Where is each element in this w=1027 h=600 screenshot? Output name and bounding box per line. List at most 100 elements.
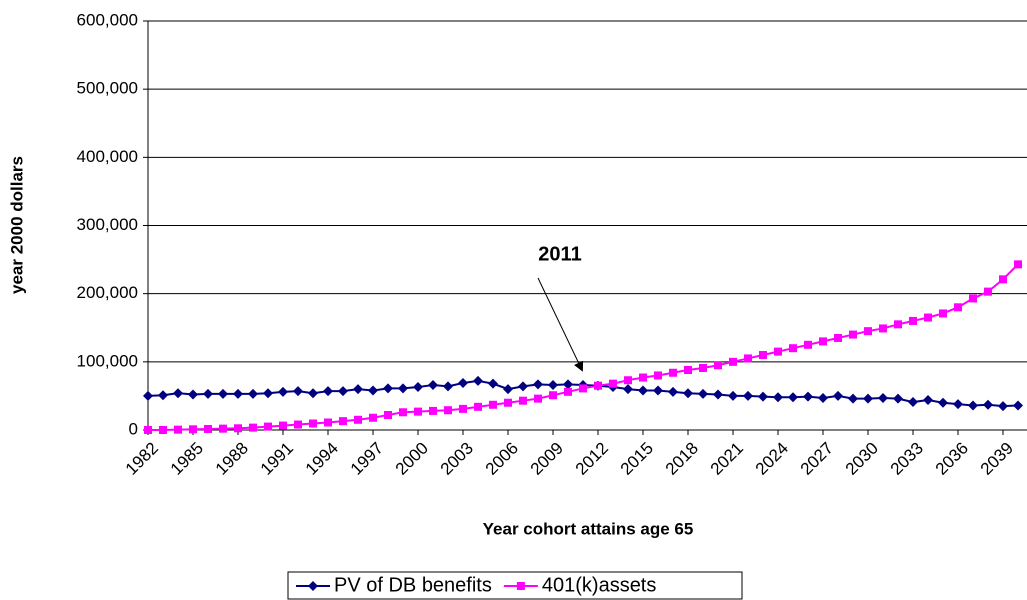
data-point	[774, 347, 782, 356]
data-point	[518, 381, 528, 392]
x-axis-label: Year cohort attains age 65	[483, 519, 694, 538]
data-point	[488, 378, 498, 389]
data-point	[729, 357, 737, 366]
data-point	[699, 363, 707, 372]
data-point	[908, 397, 918, 408]
legend-marker	[516, 582, 525, 590]
data-point	[384, 411, 392, 420]
data-point	[998, 401, 1008, 412]
data-point	[953, 399, 963, 410]
x-tick-label: 1988	[212, 439, 252, 479]
y-tick-label: 400,000	[77, 147, 138, 166]
data-point	[293, 386, 303, 397]
data-point	[188, 389, 198, 400]
data-point	[383, 383, 393, 394]
data-point	[428, 380, 438, 391]
data-point	[984, 287, 992, 296]
legend-label: PV of DB benefits	[334, 574, 492, 596]
data-point	[429, 406, 437, 415]
data-point	[714, 361, 722, 370]
data-point	[519, 396, 527, 405]
data-point	[338, 386, 348, 397]
data-point	[489, 400, 497, 409]
data-point	[458, 377, 468, 388]
data-point	[744, 354, 752, 363]
data-point	[144, 426, 152, 434]
data-point	[219, 424, 227, 433]
data-point	[758, 391, 768, 402]
y-tick-label: 300,000	[77, 215, 138, 234]
data-point	[983, 399, 993, 410]
data-point	[788, 392, 798, 403]
data-point	[278, 386, 288, 397]
data-point	[624, 376, 632, 385]
data-point	[773, 392, 783, 403]
data-point	[654, 371, 662, 380]
data-point	[159, 426, 167, 434]
x-tick-label: 2036	[932, 439, 972, 479]
data-point	[204, 424, 212, 433]
data-point	[234, 424, 242, 433]
data-point	[353, 384, 363, 395]
data-point	[143, 390, 153, 401]
data-point	[308, 388, 318, 399]
data-point	[503, 384, 513, 395]
x-tick-label: 2018	[662, 439, 702, 479]
data-point	[923, 395, 933, 406]
data-point	[669, 368, 677, 377]
data-point	[1014, 260, 1022, 269]
data-point	[804, 340, 812, 349]
y-tick-label: 0	[129, 419, 138, 438]
data-point	[459, 404, 467, 413]
data-point	[818, 392, 828, 403]
data-point	[878, 392, 888, 403]
data-point	[444, 406, 452, 415]
data-point	[954, 303, 962, 312]
data-point	[968, 400, 978, 411]
annotation: 2011	[538, 243, 581, 265]
data-point	[309, 419, 317, 428]
x-tick-label: 2024	[752, 439, 792, 479]
data-point	[158, 390, 168, 401]
data-point	[848, 393, 858, 404]
data-point	[683, 388, 693, 399]
data-point	[323, 386, 333, 397]
x-tick-label: 2015	[617, 439, 657, 479]
x-tick-label: 1991	[257, 439, 297, 479]
data-point	[893, 393, 903, 404]
x-tick-label: 1994	[302, 439, 342, 479]
data-point	[743, 390, 753, 401]
data-point	[549, 391, 557, 400]
annotation-arrow	[537, 277, 584, 372]
data-point	[398, 383, 408, 394]
x-tick-label: 2027	[797, 439, 837, 479]
x-tick-label: 1982	[122, 439, 162, 479]
data-point	[894, 320, 902, 329]
data-point	[533, 379, 543, 390]
x-tick-label: 2039	[977, 439, 1017, 479]
data-point	[174, 425, 182, 434]
data-point	[969, 294, 977, 303]
data-point	[173, 388, 183, 399]
legend-marker	[308, 581, 318, 591]
legend-label: 401(k)assets	[542, 574, 657, 596]
data-point	[909, 316, 917, 325]
data-point	[414, 407, 422, 416]
data-point	[668, 386, 678, 397]
data-point	[368, 385, 378, 396]
x-tick-label: 1997	[347, 439, 387, 479]
data-point	[579, 384, 587, 393]
y-tick-label: 500,000	[77, 79, 138, 98]
data-point	[684, 366, 692, 375]
data-point	[609, 379, 617, 388]
data-point	[534, 394, 542, 403]
x-tick-label: 2021	[707, 439, 747, 479]
data-point	[938, 397, 948, 408]
data-point	[443, 381, 453, 392]
data-point	[203, 388, 213, 399]
data-point	[324, 418, 332, 427]
data-point	[294, 420, 302, 429]
y-tick-label: 100,000	[77, 351, 138, 370]
data-point	[728, 390, 738, 401]
data-point	[999, 275, 1007, 284]
